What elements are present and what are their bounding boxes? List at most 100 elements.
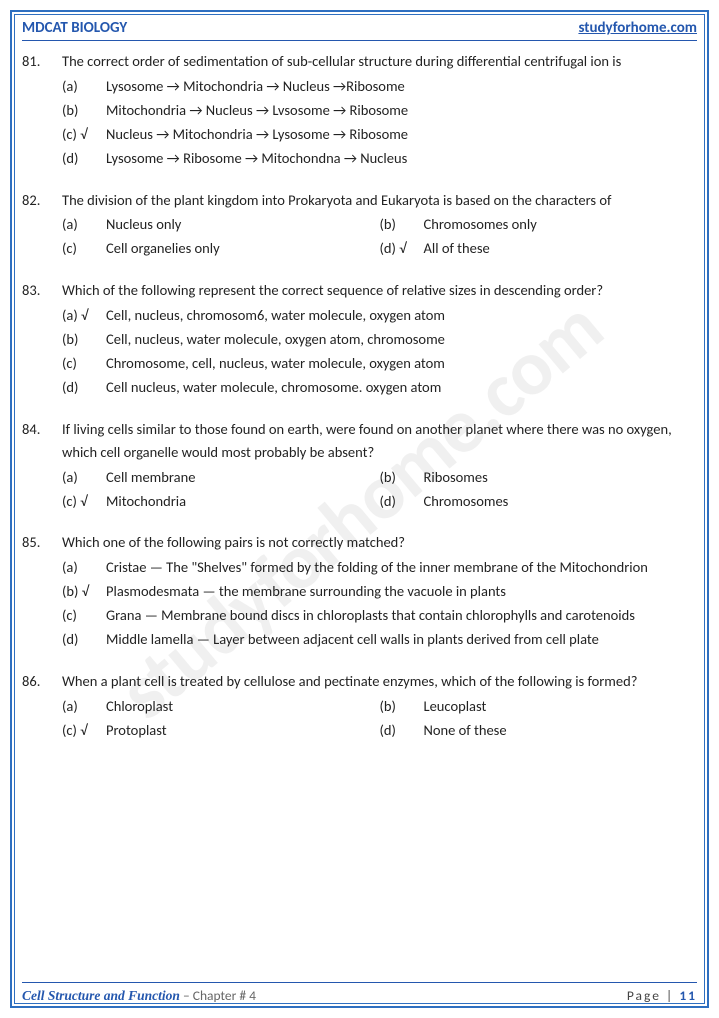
- question-text: Which one of the following pairs is not …: [62, 531, 697, 554]
- option: (a)Lysosome → Mitochondria → Nucleus →Ri…: [62, 75, 697, 98]
- option-label: (d): [62, 147, 106, 170]
- option: (a)Nucleus only: [62, 213, 380, 236]
- question-body: When a plant cell is treated by cellulos…: [62, 670, 697, 743]
- option: (d) √All of these: [380, 237, 698, 260]
- option-label: (d): [380, 719, 424, 742]
- option-text: Cell organelies only: [106, 237, 380, 260]
- option-label: (c) √: [62, 490, 106, 513]
- option: (b)Cell, nucleus, water molecule, oxygen…: [62, 328, 697, 351]
- question-number: 84.: [22, 418, 62, 514]
- option-label: (b): [62, 328, 106, 351]
- option-label: (a): [62, 556, 106, 579]
- option-label: (b): [62, 99, 106, 122]
- option-text: Leucoplast: [424, 695, 698, 718]
- options: (a)Nucleus only(b)Chromosomes only(c)Cel…: [62, 213, 697, 261]
- option-text: Nucleus → Mitochondria → Lysosome → Ribo…: [106, 123, 697, 146]
- option-label: (a): [62, 466, 106, 489]
- question-text: The division of the plant kingdom into P…: [62, 189, 697, 212]
- question-body: Which of the following represent the cor…: [62, 279, 697, 400]
- option-label: (b): [380, 466, 424, 489]
- footer-chapter: Cell Structure and Function – Chapter # …: [22, 987, 256, 1004]
- option: (c) √Nucleus → Mitochondria → Lysosome →…: [62, 123, 697, 146]
- option-text: Cell nucleus, water molecule, chromosome…: [106, 376, 697, 399]
- options: (a) √Cell, nucleus, chromosom6, water mo…: [62, 304, 697, 399]
- option-text: None of these: [424, 719, 698, 742]
- page-number: 11: [679, 987, 697, 1004]
- chapter-suffix: – Chapter # 4: [180, 987, 256, 1004]
- option-text: Chloroplast: [106, 695, 380, 718]
- option-label: (b): [380, 695, 424, 718]
- option: (b) √Plasmodesmata — the membrane surrou…: [62, 580, 697, 603]
- question-number: 81.: [22, 50, 62, 171]
- option-text: Mitochondria → Nucleus → Lvsosome → Ribo…: [106, 99, 697, 122]
- option-label: (d) √: [380, 237, 424, 260]
- header-left: MDCAT BIOLOGY: [22, 19, 127, 37]
- option: (d)Lysosome → Ribosome → Mitochondna → N…: [62, 147, 697, 170]
- option-label: (a): [62, 695, 106, 718]
- option-text: Chromosomes: [424, 490, 698, 513]
- option-text: Lysosome → Ribosome → Mitochondna → Nucl…: [106, 147, 697, 170]
- question-number: 82.: [22, 189, 62, 262]
- option: (d)None of these: [380, 719, 698, 742]
- option: (a) √Cell, nucleus, chromosom6, water mo…: [62, 304, 697, 327]
- options: (a)Cristae — The "Shelves" formed by the…: [62, 556, 697, 651]
- option-text: Cristae — The "Shelves" formed by the fo…: [106, 556, 697, 579]
- option-text: Nucleus only: [106, 213, 380, 236]
- option: (a)Cell membrane: [62, 466, 380, 489]
- option-text: Mitochondria: [106, 490, 380, 513]
- option-label: (a): [62, 213, 106, 236]
- question-number: 85.: [22, 531, 62, 652]
- question-text: Which of the following represent the cor…: [62, 279, 697, 302]
- question-body: The correct order of sedimentation of su…: [62, 50, 697, 171]
- content-area: 81.The correct order of sedimentation of…: [22, 50, 697, 982]
- question: 84.If living cells similar to those foun…: [22, 418, 697, 514]
- page-footer: Cell Structure and Function – Chapter # …: [22, 982, 697, 1004]
- question-text: When a plant cell is treated by cellulos…: [62, 670, 697, 693]
- option-label: (a) √: [62, 304, 106, 327]
- option: (b)Chromosomes only: [380, 213, 698, 236]
- option-text: Plasmodesmata — the membrane surrounding…: [106, 580, 697, 603]
- option: (c) √Protoplast: [62, 719, 380, 742]
- page-header: MDCAT BIOLOGY studyforhome.com: [22, 19, 697, 41]
- question: 83.Which of the following represent the …: [22, 279, 697, 400]
- options: (a)Cell membrane(b)Ribosomes(c) √Mitocho…: [62, 466, 697, 514]
- option-label: (c): [62, 237, 106, 260]
- question: 82.The division of the plant kingdom int…: [22, 189, 697, 262]
- option-text: All of these: [424, 237, 698, 260]
- option: (a)Chloroplast: [62, 695, 380, 718]
- option-label: (c) √: [62, 123, 106, 146]
- option: (c)Grana — Membrane bound discs in chlor…: [62, 604, 697, 627]
- option-label: (c): [62, 604, 106, 627]
- option-label: (d): [62, 628, 106, 651]
- header-right: studyforhome.com: [578, 19, 697, 37]
- option-text: Protoplast: [106, 719, 380, 742]
- option-label: (c) √: [62, 719, 106, 742]
- option-label: (a): [62, 75, 106, 98]
- option: (d)Chromosomes: [380, 490, 698, 513]
- option-text: Chromosome, cell, nucleus, water molecul…: [106, 352, 697, 375]
- option: (d)Cell nucleus, water molecule, chromos…: [62, 376, 697, 399]
- option-label: (b) √: [62, 580, 106, 603]
- question-body: Which one of the following pairs is not …: [62, 531, 697, 652]
- question-body: The division of the plant kingdom into P…: [62, 189, 697, 262]
- chapter-title: Cell Structure and Function: [22, 988, 180, 1003]
- option-text: Lysosome → Mitochondria → Nucleus →Ribos…: [106, 75, 697, 98]
- option-text: Middle lamella — Layer between adjacent …: [106, 628, 697, 651]
- page-label: Page |: [627, 987, 674, 1004]
- options: (a)Lysosome → Mitochondria → Nucleus →Ri…: [62, 75, 697, 170]
- option: (b)Ribosomes: [380, 466, 698, 489]
- option: (b)Leucoplast: [380, 695, 698, 718]
- option: (c)Chromosome, cell, nucleus, water mole…: [62, 352, 697, 375]
- option-text: Ribosomes: [424, 466, 698, 489]
- option-text: Grana — Membrane bound discs in chloropl…: [106, 604, 697, 627]
- option-text: Chromosomes only: [424, 213, 698, 236]
- option-text: Cell, nucleus, chromosom6, water molecul…: [106, 304, 697, 327]
- question-number: 86.: [22, 670, 62, 743]
- option: (c) √Mitochondria: [62, 490, 380, 513]
- option-text: Cell membrane: [106, 466, 380, 489]
- option-text: Cell, nucleus, water molecule, oxygen at…: [106, 328, 697, 351]
- option: (c)Cell organelies only: [62, 237, 380, 260]
- question: 86.When a plant cell is treated by cellu…: [22, 670, 697, 743]
- option-label: (d): [62, 376, 106, 399]
- question-body: If living cells similar to those found o…: [62, 418, 697, 514]
